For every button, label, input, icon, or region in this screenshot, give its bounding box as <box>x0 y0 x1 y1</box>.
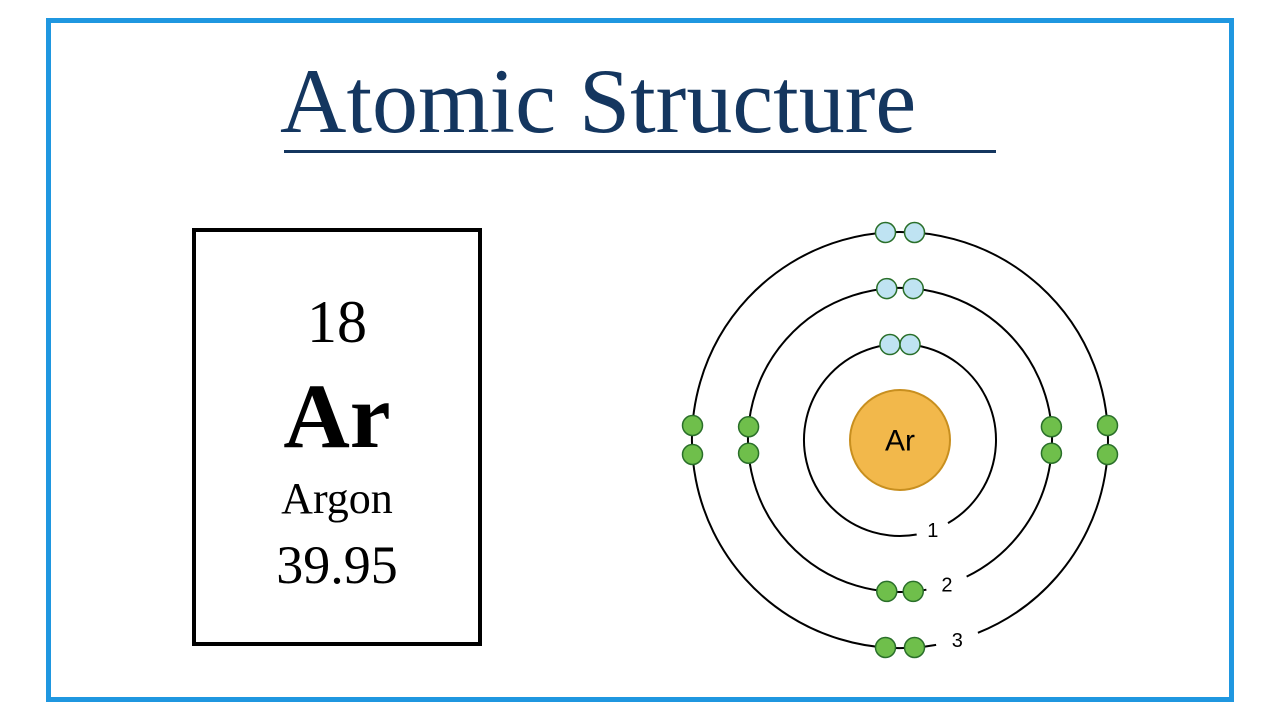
electron <box>900 335 920 355</box>
electron <box>683 415 703 435</box>
electron <box>683 445 703 465</box>
electron <box>905 637 925 657</box>
element-symbol: Ar <box>283 363 390 469</box>
atomic-mass: 39.95 <box>276 534 398 596</box>
electron <box>903 581 923 601</box>
electron <box>877 279 897 299</box>
electron <box>905 223 925 243</box>
electron <box>1041 417 1061 437</box>
electron <box>877 581 897 601</box>
electron <box>903 279 923 299</box>
bohr-diagram: 1 2 3 Ar <box>660 200 1140 680</box>
title-underline <box>284 150 996 153</box>
electron <box>875 637 895 657</box>
element-name: Argon <box>281 473 393 524</box>
electron <box>1041 443 1061 463</box>
shell-label: 3 <box>952 630 963 652</box>
electron <box>1097 415 1117 435</box>
electron <box>875 223 895 243</box>
electron <box>739 417 759 437</box>
electron <box>880 335 900 355</box>
shell-label: 1 <box>927 520 938 542</box>
page-title: Atomic Structure <box>280 48 916 154</box>
shell-label: 2 <box>941 575 952 597</box>
nucleus-label: Ar <box>885 425 915 458</box>
atomic-number: 18 <box>307 288 367 357</box>
element-card: 18 Ar Argon 39.95 <box>192 228 482 646</box>
electron <box>1097 445 1117 465</box>
electron <box>739 443 759 463</box>
